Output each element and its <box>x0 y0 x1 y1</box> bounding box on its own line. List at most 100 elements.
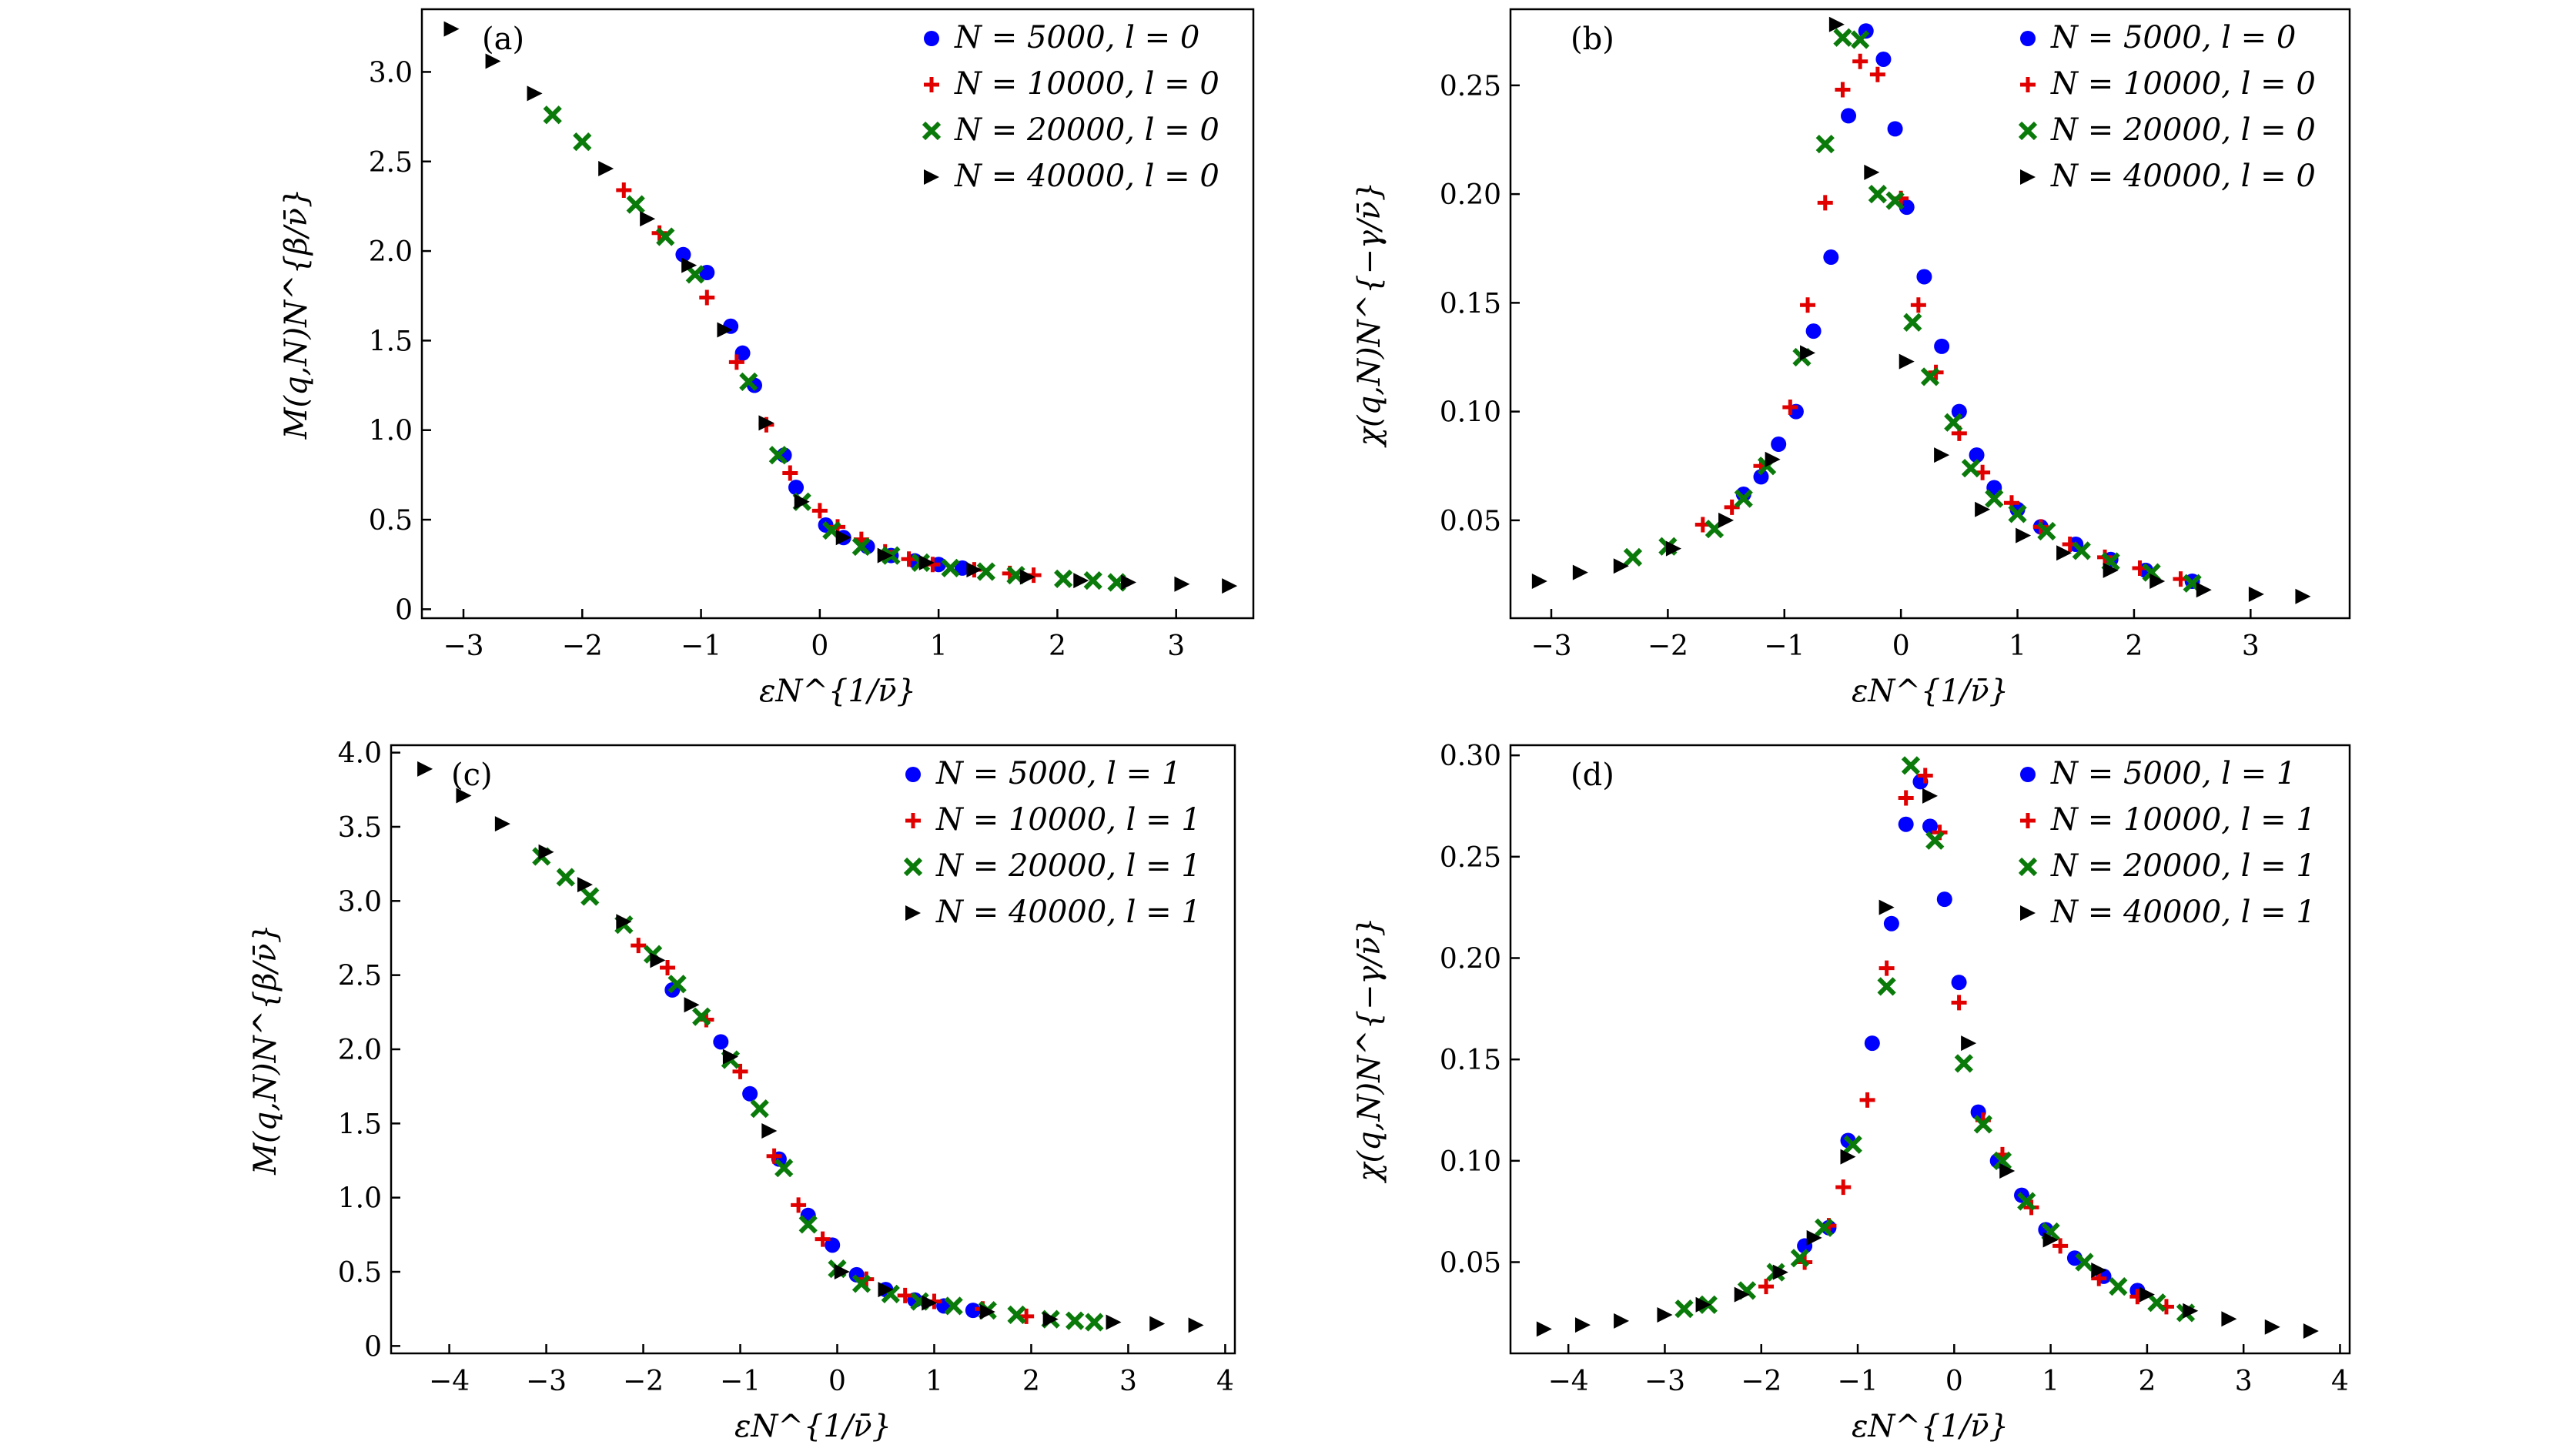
data-point <box>1623 547 1643 567</box>
legend-marker <box>922 121 942 141</box>
data-point <box>1149 1316 1166 1332</box>
legend-marker <box>905 813 921 828</box>
data-point <box>794 493 810 510</box>
data-point <box>897 1287 913 1303</box>
data-point <box>1833 28 1852 47</box>
data-point <box>1916 269 1932 285</box>
panel-c: −4 −3 −2 −1 0 1 2 3 4 0 0.5 1.0 1.5 2.0 2.5 3.0 3.5 4.0 εN… <box>248 738 1236 1444</box>
data-point <box>1901 756 1921 775</box>
data-point <box>1985 489 2004 508</box>
data-point <box>834 1264 850 1280</box>
data-point <box>2196 582 2212 598</box>
data-point <box>976 562 995 581</box>
data-point <box>1734 1286 1750 1303</box>
data-point <box>2103 562 2119 578</box>
data-point <box>815 1231 831 1247</box>
data-point <box>1903 313 1922 332</box>
data-point <box>626 195 645 214</box>
plot-frame <box>1509 8 2351 620</box>
data-point <box>918 554 935 570</box>
data-point <box>2139 1286 2155 1303</box>
data-point <box>1961 1035 1977 1052</box>
data-point <box>1695 1296 1711 1313</box>
data-point <box>1999 1163 2016 1179</box>
panel-b: −3 −2 −1 0 1 2 3 0.05 0.10 0.15 0.20 0.25 εN^{1/ν̄} χ… <box>1352 8 2351 709</box>
y-tick-label: 0.15 <box>1440 1045 1501 1076</box>
x-tick-label: 1 <box>930 630 948 662</box>
data-point <box>2072 541 2091 560</box>
x-tick-label: −1 <box>681 630 721 662</box>
data-point <box>1085 1313 1104 1332</box>
x-tick-label: 0 <box>1892 630 1910 662</box>
data-point <box>1771 436 1787 452</box>
legend-entry: N = 40000, l = 0 <box>954 159 1219 194</box>
x-tick-label: 4 <box>1216 1366 1234 1397</box>
data-point <box>941 558 960 577</box>
data-point <box>1885 191 1905 210</box>
data-point <box>1898 790 1914 806</box>
data-point <box>2264 1319 2280 1335</box>
data-point <box>922 1295 938 1311</box>
data-point <box>2295 588 2311 604</box>
data-point <box>1106 1314 1122 1330</box>
data-point <box>811 503 828 519</box>
data-point <box>2075 1253 2094 1272</box>
legend-marker <box>903 857 923 877</box>
y-axis-label: M(q,N)N^{β/ν̄} <box>248 924 283 1176</box>
data-point <box>1869 66 1885 82</box>
x-tick-label: −2 <box>562 630 603 662</box>
data-point <box>1840 1149 1856 1165</box>
y-tick-label: 3.0 <box>338 886 382 918</box>
data-point <box>1828 16 1845 32</box>
data-point <box>851 537 871 557</box>
data-point <box>758 415 774 431</box>
x-tick-label: −1 <box>1764 630 1805 662</box>
data-point <box>1007 1305 1026 1325</box>
plot-frame <box>420 8 1255 620</box>
data-point <box>728 354 744 370</box>
data-point <box>556 868 575 887</box>
data-point <box>2008 504 2027 523</box>
legend-entry: N = 5000, l = 0 <box>954 20 1199 55</box>
data-point <box>2016 527 2032 544</box>
series-4 <box>443 21 1238 594</box>
data-point <box>979 1304 995 1320</box>
x-axis-label: εN^{1/ν̄} <box>1852 1409 2009 1444</box>
x-tick-label: 3 <box>1167 630 1185 662</box>
x-tick-label: 2 <box>1049 630 1066 662</box>
data-point <box>734 345 751 361</box>
data-point <box>543 105 562 125</box>
data-point <box>1718 512 1735 528</box>
data-point <box>1920 367 1940 386</box>
data-point <box>1574 1317 1591 1333</box>
y-tick-label: 0 <box>364 1331 382 1363</box>
x-tick-label: 1 <box>2042 1366 2059 1397</box>
x-axis-label: εN^{1/ν̄} <box>759 674 916 709</box>
x-tick-label: 0 <box>811 630 828 662</box>
y-tick-label: 2.0 <box>338 1035 382 1066</box>
data-point <box>660 960 676 976</box>
panel-label: (d) <box>1571 758 1614 793</box>
data-point <box>1734 489 1753 508</box>
data-point <box>417 761 433 777</box>
data-point <box>1877 977 1896 996</box>
data-point <box>1753 469 1769 485</box>
x-tick-label: 3 <box>1119 1366 1137 1397</box>
data-point <box>1934 338 1950 354</box>
data-point <box>1188 1317 1204 1333</box>
data-point <box>1843 1135 1862 1154</box>
y-tick-label: 0.20 <box>1440 179 1501 211</box>
y-tick-label: 3.5 <box>338 812 382 844</box>
data-point <box>1887 121 1903 137</box>
data-point <box>1772 1264 1788 1280</box>
series-3 <box>543 105 1126 592</box>
data-point <box>2037 521 2056 541</box>
data-point <box>631 938 647 954</box>
data-point <box>835 530 851 546</box>
x-tick-label: −3 <box>526 1366 567 1397</box>
data-point <box>944 1296 963 1316</box>
data-point <box>878 1282 894 1298</box>
panel-label: (a) <box>482 22 524 57</box>
data-point <box>1859 1092 1875 1108</box>
